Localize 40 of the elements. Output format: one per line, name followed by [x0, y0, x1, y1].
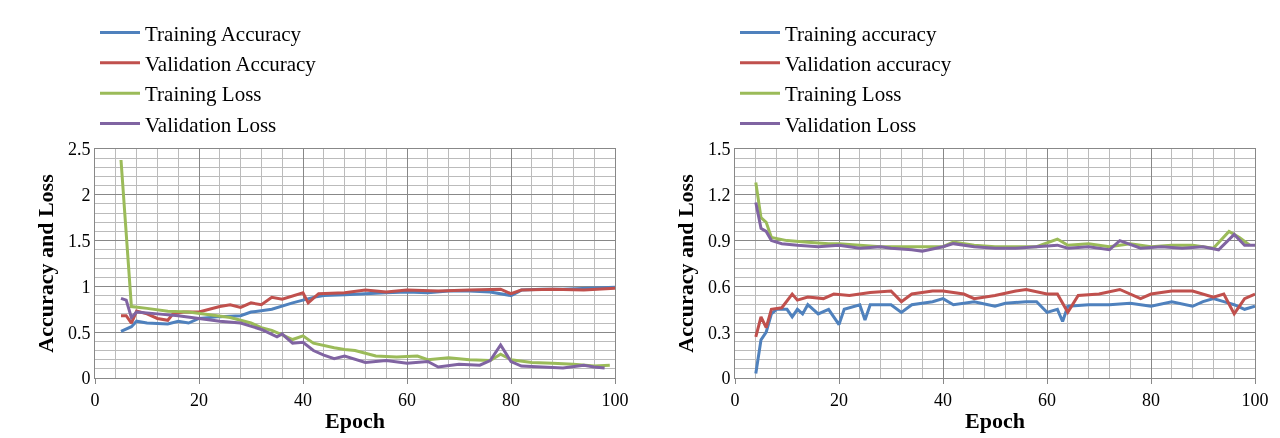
y-tick-label: 0.6 — [707, 276, 731, 297]
x-tick-label: 20 — [190, 389, 208, 410]
line-series — [119, 158, 612, 368]
y-tick-label: 0 — [81, 368, 91, 389]
y-tick-label: 1.5 — [707, 139, 731, 160]
legend-label: Training Loss — [785, 82, 902, 107]
y-tick-label: 1 — [81, 276, 91, 297]
legend-label: Validation Accuracy — [145, 52, 317, 77]
y-tick-label: 2 — [81, 185, 91, 206]
x-tick-label: 60 — [398, 389, 416, 410]
y-tick-label: 0 — [721, 368, 731, 389]
legend-label: Validation accuracy — [785, 52, 952, 77]
x-tick-label: 40 — [294, 389, 312, 410]
x-tick-label: 100 — [1241, 389, 1269, 410]
x-tick-label: 100 — [601, 389, 629, 410]
y-tick-label: 0.9 — [707, 230, 731, 251]
line-series — [119, 296, 607, 370]
line-series — [119, 286, 615, 325]
y-tick-label: 0.5 — [67, 322, 91, 343]
legend-label: Validation Loss — [785, 112, 917, 137]
x-axis-title: Epoch — [965, 408, 1025, 434]
x-tick-label: 60 — [1038, 389, 1056, 410]
line-series — [754, 297, 1255, 375]
legend-label: Training Accuracy — [145, 21, 302, 46]
y-tick-label: 1.2 — [707, 185, 731, 206]
x-axis-title: Epoch — [325, 408, 385, 434]
x-tick-label: 80 — [1142, 389, 1160, 410]
legend-label: Training Loss — [145, 82, 262, 107]
line-series — [754, 287, 1255, 339]
y-axis-title: Accuracy and Loss — [32, 173, 58, 353]
y-axis-title: Accuracy and Loss — [672, 173, 698, 353]
y-tick-label: 2.5 — [67, 139, 91, 160]
legend-label: Validation Loss — [145, 112, 277, 137]
y-tick-label: 1.5 — [67, 230, 91, 251]
line-series — [754, 200, 1255, 253]
x-tick-label: 40 — [934, 389, 952, 410]
x-tick-label: 80 — [502, 389, 520, 410]
x-tick-label: 20 — [830, 389, 848, 410]
y-tick-label: 0.3 — [707, 322, 731, 343]
legend-label: Training accuracy — [785, 21, 937, 46]
